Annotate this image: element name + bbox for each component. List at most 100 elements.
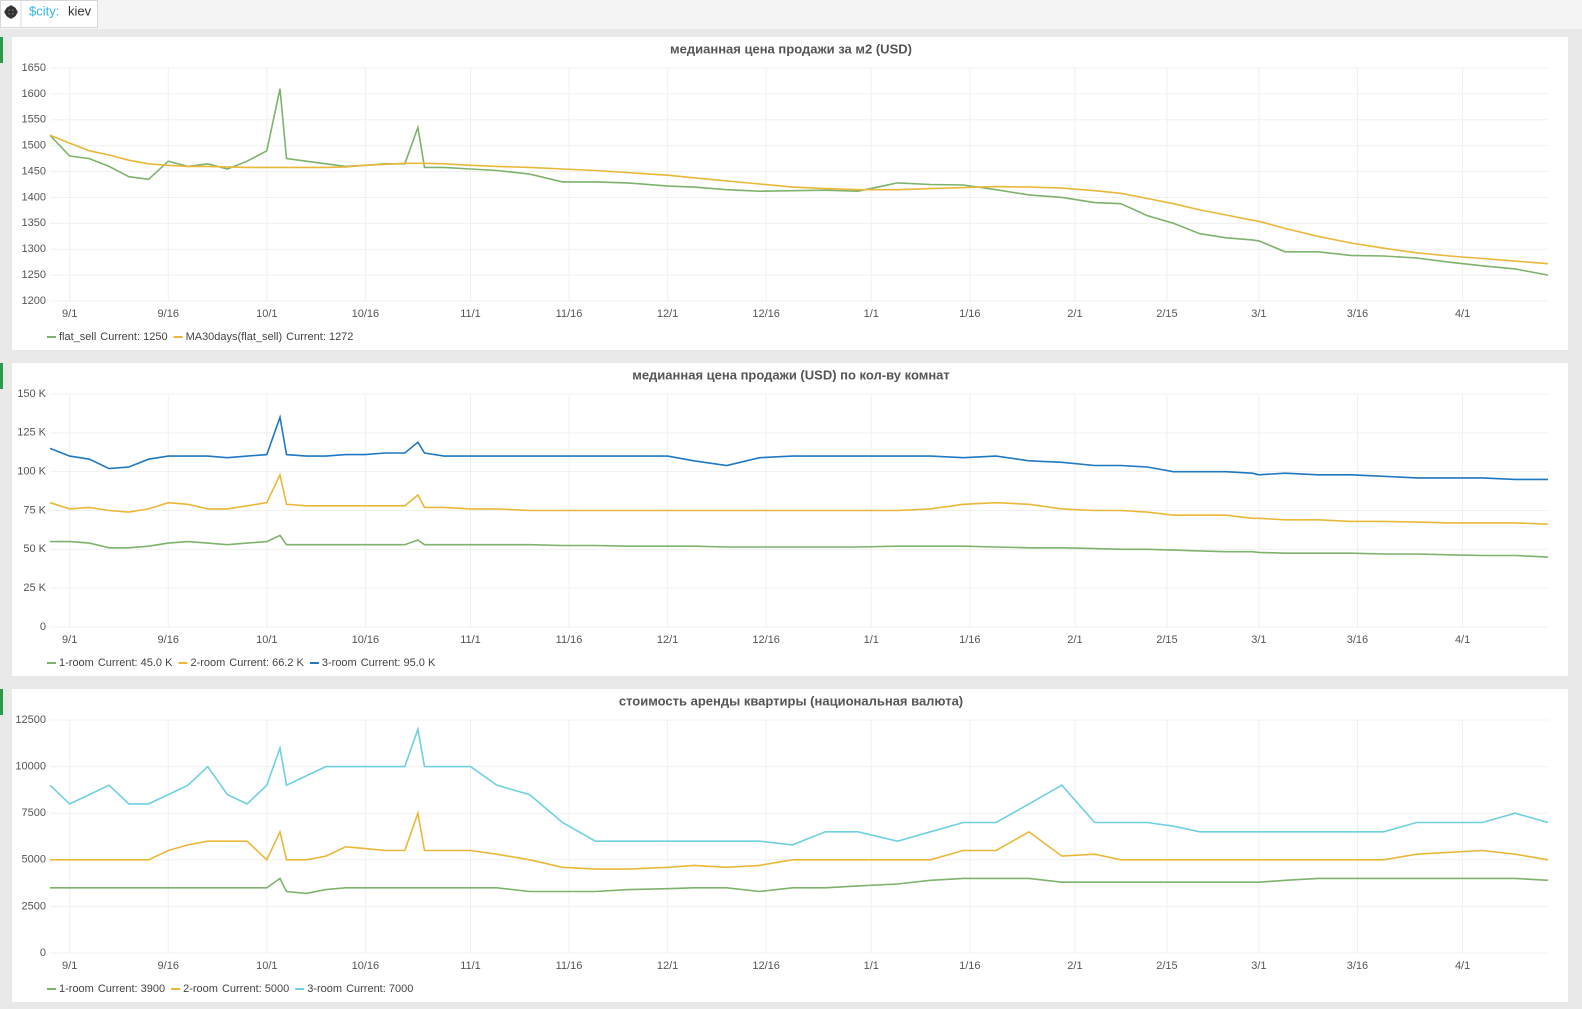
legend-name: 2-room	[183, 983, 218, 995]
x-tick-label: 11/1	[460, 308, 481, 320]
chart-title: медианная цена продажи за м2 (USD)	[670, 41, 912, 56]
series-line	[50, 810, 1549, 870]
y-tick-label: 1400	[22, 191, 46, 203]
y-tick-label: 0	[40, 621, 46, 633]
x-tick-label: 12/16	[752, 960, 780, 972]
x-tick-label: 3/16	[1347, 308, 1368, 320]
x-tick-label: 3/16	[1347, 634, 1368, 646]
x-tick-label: 3/16	[1347, 960, 1368, 972]
gear-tooth	[4, 10, 18, 14]
x-tick-label: 9/16	[158, 960, 179, 972]
legend-current: Current: 1250	[100, 331, 167, 343]
y-tick-label: 7500	[22, 807, 46, 819]
x-tick-label: 12/1	[657, 308, 678, 320]
x-tick-label: 4/1	[1455, 634, 1470, 646]
x-tick-label: 1/16	[959, 308, 980, 320]
y-tick-label: 25 K	[23, 582, 46, 594]
x-tick-label: 11/16	[556, 960, 583, 972]
x-tick-label: 2/1	[1067, 634, 1082, 646]
y-tick-label: 50 K	[23, 543, 46, 555]
series-line	[49, 472, 1549, 525]
series-line	[49, 414, 1548, 481]
series-line	[50, 877, 1549, 895]
x-tick-label: 9/16	[158, 308, 179, 320]
x-tick-label: 1/16	[959, 960, 980, 972]
x-tick-label: 10/16	[352, 960, 380, 972]
y-tick-label: 1650	[22, 62, 46, 74]
x-tick-label: 1/1	[864, 960, 879, 972]
x-tick-label: 3/1	[1251, 308, 1266, 320]
legend-name: 1-room	[59, 983, 94, 995]
x-tick-label: 10/1	[256, 634, 277, 646]
x-tick-label: 10/1	[256, 308, 277, 320]
x-tick-label: 9/1	[62, 634, 77, 646]
x-tick-label: 2/1	[1067, 960, 1082, 972]
y-tick-label: 1600	[22, 88, 46, 100]
series-line	[49, 134, 1549, 265]
y-tick-label: 1300	[22, 243, 46, 255]
y-tick-label: 75 K	[23, 504, 46, 516]
x-tick-label: 12/1	[657, 960, 678, 972]
series-line	[49, 88, 1549, 276]
legend-current: Current: 66.2 K	[229, 657, 304, 669]
legend-current: Current: 45.0 K	[98, 657, 173, 669]
series-line	[49, 726, 1549, 846]
panel-marker	[0, 37, 3, 63]
panel-marker	[0, 363, 3, 389]
toolbar-bg	[0, 0, 1582, 29]
legend-name: 1-room	[59, 657, 94, 669]
y-tick-label: 125 K	[17, 427, 46, 439]
y-tick-label: 10000	[15, 761, 46, 773]
legend-name: MA30days(flat_sell)	[186, 331, 283, 343]
y-tick-label: 1350	[22, 217, 46, 229]
panel-marker	[0, 689, 3, 715]
x-tick-label: 2/1	[1067, 308, 1082, 320]
y-tick-label: 5000	[22, 854, 46, 866]
y-tick-label: 0	[40, 947, 46, 959]
y-tick-label: 2500	[22, 900, 46, 912]
x-tick-label: 10/16	[352, 308, 380, 320]
x-tick-label: 12/16	[752, 308, 780, 320]
series-line	[50, 534, 1549, 558]
x-tick-label: 9/1	[62, 308, 77, 320]
panel	[12, 689, 1568, 1002]
variable-box[interactable]	[0, 0, 98, 28]
x-tick-label: 2/15	[1156, 960, 1177, 972]
y-tick-label: 12500	[15, 714, 46, 726]
panel	[12, 37, 1568, 350]
y-tick-label: 1250	[22, 269, 46, 281]
x-tick-label: 11/1	[460, 634, 481, 646]
legend-current: Current: 5000	[222, 983, 289, 995]
x-tick-label: 3/1	[1251, 960, 1266, 972]
y-tick-label: 150 K	[17, 388, 46, 400]
x-tick-label: 4/1	[1455, 308, 1470, 320]
y-tick-label: 1200	[22, 295, 46, 307]
x-tick-label: 1/16	[959, 634, 980, 646]
legend-current: Current: 3900	[98, 983, 165, 995]
legend-name: flat_sell	[59, 331, 96, 343]
chart-title: медианная цена продажи (USD) по кол-ву к…	[632, 367, 950, 382]
legend-name: 3-room	[322, 657, 357, 669]
x-tick-label: 2/15	[1156, 308, 1177, 320]
x-tick-label: 3/1	[1251, 634, 1266, 646]
x-tick-label: 12/16	[752, 634, 780, 646]
x-tick-label: 11/1	[460, 960, 481, 972]
gear-icon[interactable]	[4, 5, 18, 19]
x-tick-label: 11/16	[556, 634, 583, 646]
legend-current: Current: 1272	[286, 331, 353, 343]
variable-value[interactable]: kiev	[68, 3, 92, 18]
y-tick-label: 1550	[22, 114, 46, 126]
x-tick-label: 2/15	[1156, 634, 1177, 646]
panel	[12, 363, 1568, 676]
y-tick-label: 1500	[22, 140, 46, 152]
legend-name: 3-room	[307, 983, 342, 995]
x-tick-label: 1/1	[864, 308, 879, 320]
variable-label: $city:	[29, 3, 59, 18]
legend-name: 2-room	[190, 657, 225, 669]
legend-current: Current: 7000	[346, 983, 413, 995]
x-tick-label: 4/1	[1455, 960, 1470, 972]
legend-current: Current: 95.0 K	[361, 657, 436, 669]
x-tick-label: 11/16	[556, 308, 583, 320]
y-tick-label: 1450	[22, 165, 46, 177]
